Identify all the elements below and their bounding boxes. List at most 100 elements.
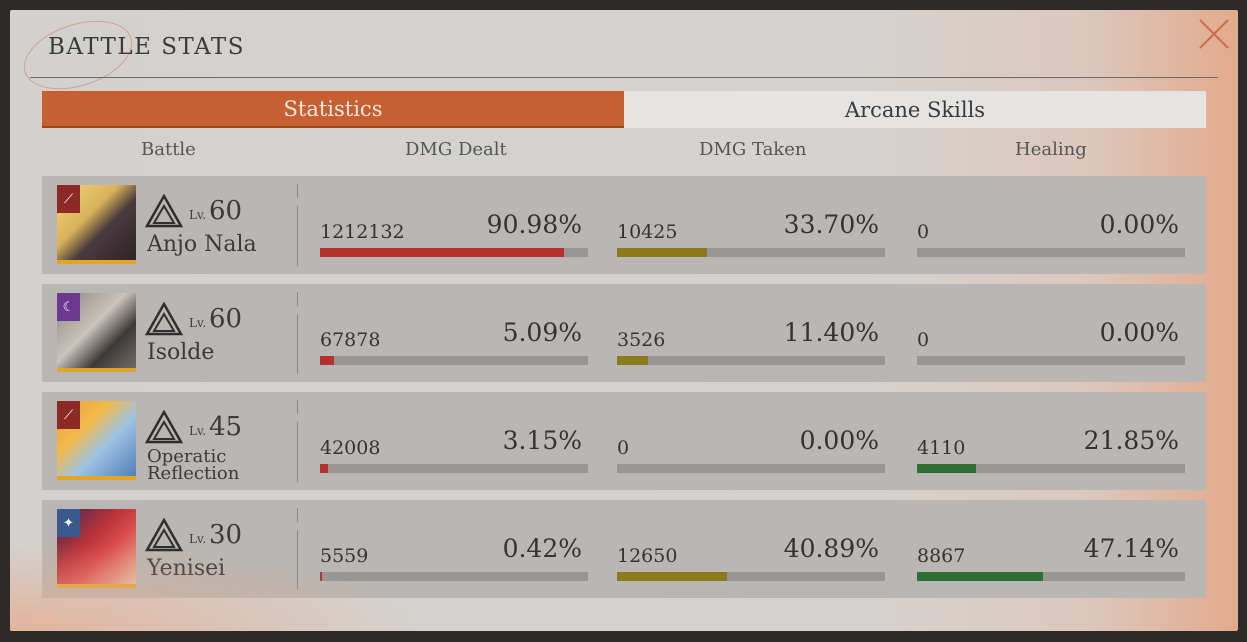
dmg-taken-percent: 40.89% — [783, 534, 879, 563]
healing-bar — [917, 356, 1185, 365]
healing-bar — [917, 248, 1185, 257]
level-value: 45 — [209, 412, 243, 442]
dmg-taken-percent: 33.70% — [783, 210, 879, 239]
panel-title: BATTLE STATS — [48, 34, 246, 60]
dmg-dealt-bar — [320, 572, 588, 581]
dmg-taken-value: 0 — [617, 437, 630, 459]
dmg-taken-value: 3526 — [617, 329, 666, 351]
dmg-dealt-bar — [320, 356, 588, 365]
column-header-dmg-taken: DMG Taken — [699, 139, 807, 160]
level-value: 60 — [209, 304, 243, 334]
row-divider — [297, 314, 298, 374]
claw-mark-icon: ⟋ — [57, 401, 80, 429]
healing-stat: 8867 47.14% — [917, 534, 1185, 584]
dmg-dealt-bar-fill — [320, 356, 334, 365]
level-label: Lv. — [189, 208, 207, 222]
character-name: Yenisei — [147, 556, 226, 581]
avatar[interactable]: ☾ — [57, 293, 136, 372]
healing-value: 0 — [917, 221, 930, 243]
dmg-dealt-bar — [320, 464, 588, 473]
dmg-dealt-percent: 3.15% — [502, 426, 582, 455]
healing-percent: 0.00% — [1099, 210, 1179, 239]
table-row: ⟋ Lv. 45 Operatic Reflection 42008 3.15%… — [42, 392, 1206, 490]
dmg-taken-bar-fill — [617, 572, 727, 581]
close-icon[interactable] — [1196, 16, 1232, 52]
avatar[interactable]: ⟋ — [57, 185, 136, 264]
healing-bar — [917, 572, 1185, 581]
rank-triangle-icon — [145, 518, 183, 552]
battle-stats-panel: BATTLE STATS Statistics Arcane Skills Ba… — [10, 10, 1238, 631]
healing-percent: 47.14% — [1083, 534, 1179, 563]
dmg-taken-bar-fill — [617, 248, 708, 257]
dmg-dealt-value: 5559 — [320, 545, 369, 567]
character-name-line: Operatic — [147, 446, 227, 467]
column-header-dmg-dealt: DMG Dealt — [405, 139, 507, 160]
dmg-taken-bar — [617, 356, 885, 365]
dmg-dealt-stat: 67878 5.09% — [320, 318, 588, 368]
healing-percent: 0.00% — [1099, 318, 1179, 347]
dmg-dealt-bar-fill — [320, 572, 322, 581]
healing-stat: 0 0.00% — [917, 210, 1185, 260]
dmg-taken-stat: 3526 11.40% — [617, 318, 885, 368]
row-divider — [297, 422, 298, 482]
title-divider — [30, 77, 1218, 78]
four-point-star-icon: ✦ — [57, 509, 80, 537]
healing-bar-fill — [917, 464, 976, 473]
row-divider — [297, 508, 298, 522]
healing-value: 4110 — [917, 437, 966, 459]
healing-value: 0 — [917, 329, 930, 351]
crescent-moon-icon: ☾ — [57, 293, 80, 321]
healing-stat: 0 0.00% — [917, 318, 1185, 368]
dmg-dealt-stat: 5559 0.42% — [320, 534, 588, 584]
dmg-dealt-stat: 42008 3.15% — [320, 426, 588, 476]
rank-triangle-icon — [145, 194, 183, 228]
table-row: ✦ Lv. 30 Yenisei 5559 0.42% 12650 40.89%… — [42, 500, 1206, 598]
tab-arcane-skills[interactable]: Arcane Skills — [624, 91, 1206, 128]
dmg-taken-percent: 0.00% — [799, 426, 879, 455]
column-header-healing: Healing — [1015, 139, 1087, 160]
healing-stat: 4110 21.85% — [917, 426, 1185, 476]
dmg-taken-stat: 0 0.00% — [617, 426, 885, 476]
healing-bar — [917, 464, 1185, 473]
dmg-dealt-bar — [320, 248, 588, 257]
avatar[interactable]: ✦ — [57, 509, 136, 588]
row-divider — [297, 206, 298, 266]
level-value: 60 — [209, 196, 243, 226]
dmg-dealt-value: 67878 — [320, 329, 381, 351]
healing-bar-fill — [917, 572, 1044, 581]
dmg-taken-value: 10425 — [617, 221, 678, 243]
dmg-taken-bar — [617, 248, 885, 257]
rank-triangle-icon — [145, 410, 183, 444]
dmg-dealt-percent: 0.42% — [502, 534, 582, 563]
dmg-dealt-value: 42008 — [320, 437, 381, 459]
dmg-taken-percent: 11.40% — [783, 318, 879, 347]
character-name: Operatic Reflection — [147, 446, 240, 484]
row-divider — [297, 292, 298, 306]
avatar[interactable]: ⟋ — [57, 401, 136, 480]
dmg-taken-stat: 12650 40.89% — [617, 534, 885, 584]
row-divider — [297, 400, 298, 414]
character-name: Anjo Nala — [147, 232, 257, 257]
level-value: 30 — [209, 520, 243, 550]
row-divider — [297, 184, 298, 198]
healing-value: 8867 — [917, 545, 966, 567]
level-label: Lv. — [189, 316, 207, 330]
level-label: Lv. — [189, 424, 207, 438]
row-divider — [297, 530, 298, 590]
dmg-taken-stat: 10425 33.70% — [617, 210, 885, 260]
character-name-line: Reflection — [147, 463, 240, 484]
dmg-taken-bar-fill — [617, 356, 648, 365]
table-row: ☾ Lv. 60 Isolde 67878 5.09% 3526 11.40% … — [42, 284, 1206, 382]
dmg-taken-bar — [617, 572, 885, 581]
dmg-taken-value: 12650 — [617, 545, 678, 567]
dmg-dealt-bar-fill — [320, 464, 329, 473]
dmg-dealt-bar-fill — [320, 248, 564, 257]
healing-percent: 21.85% — [1083, 426, 1179, 455]
table-row: ⟋ Lv. 60 Anjo Nala 1212132 90.98% 10425 … — [42, 176, 1206, 274]
level-label: Lv. — [189, 532, 207, 546]
dmg-dealt-stat: 1212132 90.98% — [320, 210, 588, 260]
tab-statistics[interactable]: Statistics — [42, 91, 624, 128]
tab-bar: Statistics Arcane Skills — [42, 91, 1206, 128]
claw-mark-icon: ⟋ — [57, 185, 80, 213]
character-name: Isolde — [147, 340, 215, 365]
